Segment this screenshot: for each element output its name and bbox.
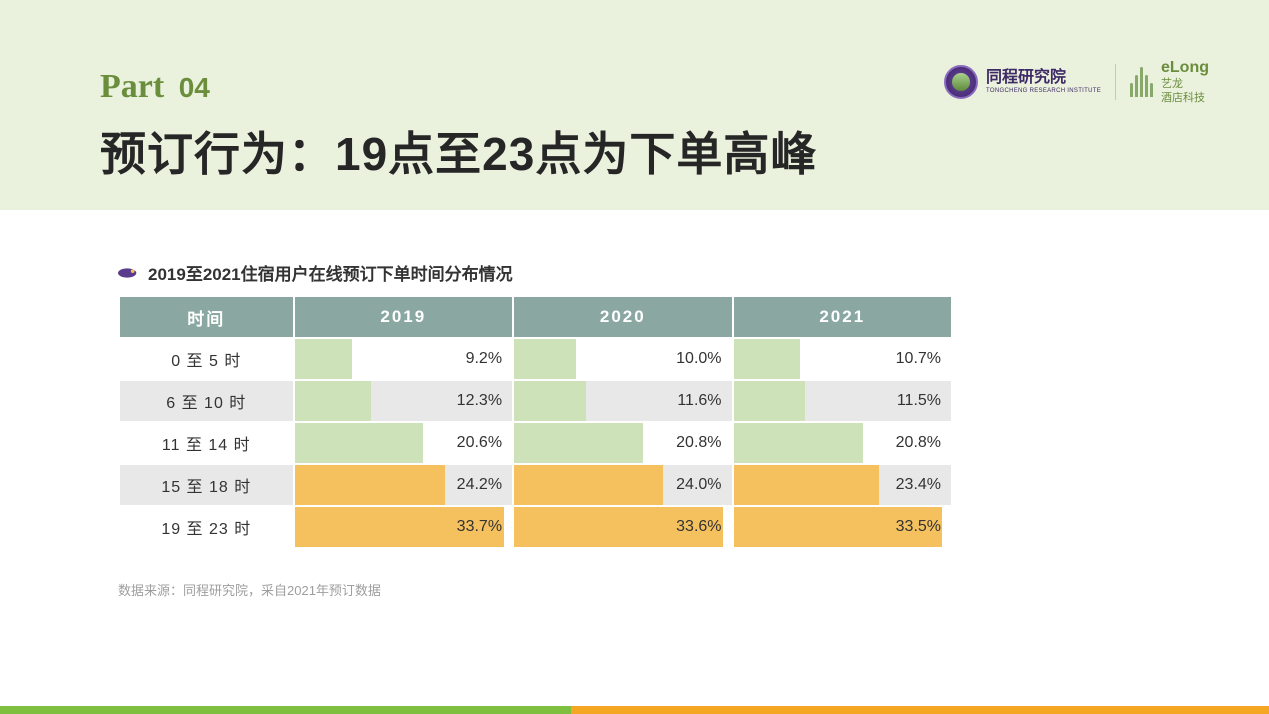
data-cell: 33.6%: [513, 506, 732, 548]
row-label: 0 至 5 时: [119, 338, 294, 380]
data-cell: 20.8%: [733, 422, 952, 464]
table-row: 6 至 10 时 12.3% 11.6% 11.5%: [119, 380, 952, 422]
subtitle-row: 2019至2021住宿用户在线预订下单时间分布情况: [118, 260, 513, 285]
part-number: 04: [179, 72, 210, 103]
table-header-0: 时间: [119, 296, 294, 338]
row-label: 15 至 18 时: [119, 464, 294, 506]
table-row: 19 至 23 时 33.7% 33.6% 33.5%: [119, 506, 952, 548]
tongcheng-logo: 同程研究院 TONGCHENG RESEARCH INSTITUTE: [944, 65, 1101, 99]
data-cell: 9.2%: [294, 338, 513, 380]
data-cell: 10.0%: [513, 338, 732, 380]
logo-group: 同程研究院 TONGCHENG RESEARCH INSTITUTE eLong…: [944, 60, 1209, 104]
tongcheng-seal-icon: [944, 65, 978, 99]
bar-fill: [734, 339, 800, 379]
data-cell: 11.6%: [513, 380, 732, 422]
cell-value: 11.6%: [677, 392, 721, 410]
data-cell: 23.4%: [733, 464, 952, 506]
logo-divider: [1115, 64, 1116, 100]
cell-value: 20.8%: [676, 434, 721, 452]
row-label: 19 至 23 时: [119, 506, 294, 548]
bar-fill: [734, 423, 863, 463]
slide: Part 04 预订行为：19点至23点为下单高峰 同程研究院 TONGCHEN…: [0, 0, 1269, 714]
table-row: 11 至 14 时 20.6% 20.8% 20.8%: [119, 422, 952, 464]
bar-fill: [295, 381, 371, 421]
elong-cn1: 艺龙: [1161, 79, 1209, 90]
elong-bars-icon: [1130, 67, 1153, 97]
bar-fill: [514, 423, 643, 463]
bar-fill: [514, 465, 663, 505]
data-cell: 24.2%: [294, 464, 513, 506]
tongcheng-cn: 同程研究院: [986, 70, 1101, 86]
data-cell: 10.7%: [733, 338, 952, 380]
elong-cn2: 酒店科技: [1161, 93, 1209, 104]
elong-en: eLong: [1161, 60, 1209, 76]
bar-fill: [295, 339, 352, 379]
cell-value: 33.7%: [457, 518, 502, 536]
data-cell: 20.8%: [513, 422, 732, 464]
cell-value: 10.7%: [896, 350, 941, 368]
table-header-2: 2020: [513, 296, 732, 338]
elong-logo: eLong 艺龙 酒店科技: [1130, 60, 1209, 104]
row-label: 11 至 14 时: [119, 422, 294, 464]
cell-value: 10.0%: [676, 350, 721, 368]
footer-accent-left: [0, 706, 571, 714]
cell-value: 33.5%: [896, 518, 941, 536]
table-row: 0 至 5 时 9.2% 10.0% 10.7%: [119, 338, 952, 380]
page-title: 预订行为：19点至23点为下单高峰: [100, 118, 817, 184]
cell-value: 24.0%: [676, 476, 721, 494]
pointer-icon: [118, 266, 140, 280]
data-cell: 12.3%: [294, 380, 513, 422]
row-label: 6 至 10 时: [119, 380, 294, 422]
table-header-3: 2021: [733, 296, 952, 338]
bar-fill: [514, 381, 586, 421]
tongcheng-en: TONGCHENG RESEARCH INSTITUTE: [986, 88, 1101, 94]
data-cell: 33.5%: [733, 506, 952, 548]
table-header-1: 2019: [294, 296, 513, 338]
bar-fill: [514, 339, 576, 379]
data-table: 时间201920202021 0 至 5 时 9.2% 10.0% 10.7% 6 至 1…: [118, 295, 953, 549]
cell-value: 12.3%: [457, 392, 502, 410]
data-cell: 24.0%: [513, 464, 732, 506]
cell-value: 24.2%: [457, 476, 502, 494]
footer-accent-right: [571, 706, 1269, 714]
cell-value: 23.4%: [896, 476, 941, 494]
data-cell: 33.7%: [294, 506, 513, 548]
data-cell: 20.6%: [294, 422, 513, 464]
part-word: Part: [100, 68, 164, 105]
data-cell: 11.5%: [733, 380, 952, 422]
source-note: 数据来源：同程研究院，采自2021年预订数据: [118, 580, 381, 599]
cell-value: 33.6%: [676, 518, 721, 536]
cell-value: 20.6%: [457, 434, 502, 452]
bar-fill: [734, 381, 805, 421]
table-row: 15 至 18 时 24.2% 24.0% 23.4%: [119, 464, 952, 506]
bar-fill: [295, 423, 423, 463]
part-label: Part 04: [100, 68, 210, 106]
subtitle-text: 2019至2021住宿用户在线预订下单时间分布情况: [148, 260, 513, 285]
footer-accent-bar: [0, 706, 1269, 714]
cell-value: 9.2%: [466, 350, 502, 368]
bar-fill: [295, 465, 445, 505]
cell-value: 20.8%: [896, 434, 941, 452]
cell-value: 11.5%: [897, 392, 941, 410]
bar-fill: [734, 465, 879, 505]
